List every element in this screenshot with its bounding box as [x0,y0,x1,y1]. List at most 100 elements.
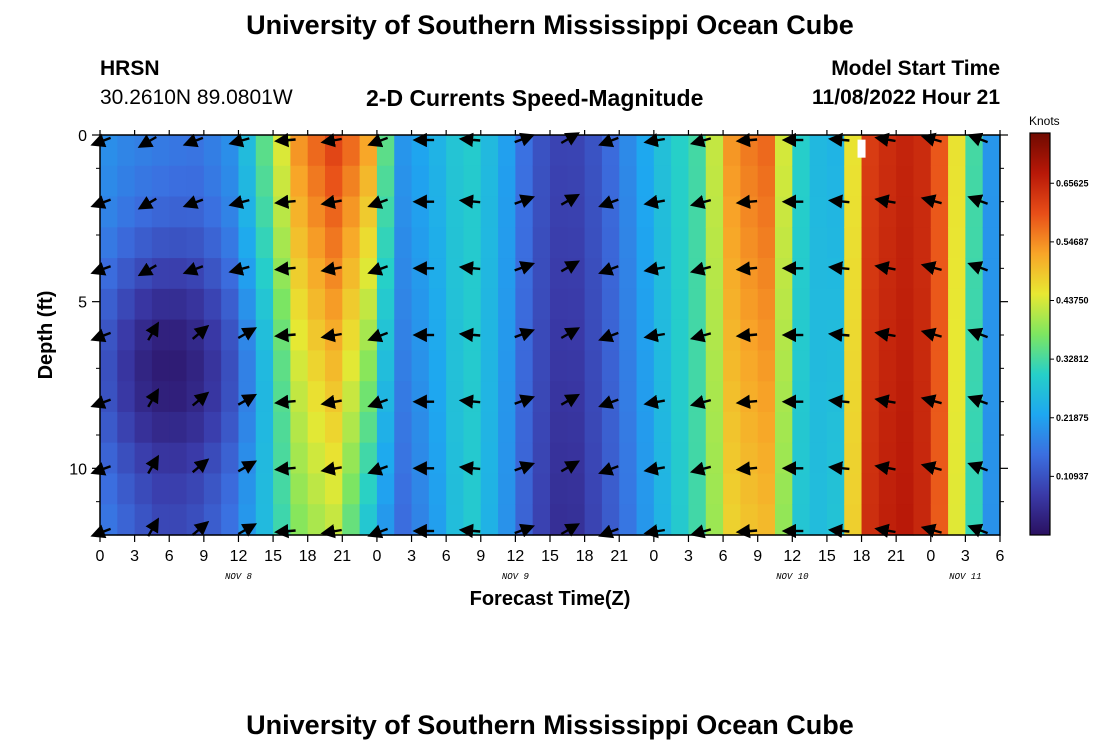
heatmap-cell [532,288,551,321]
heatmap-cell [342,504,361,536]
heatmap-cell [653,381,672,413]
heatmap-cell [740,381,759,413]
heatmap-cell [290,165,309,198]
heatmap-cell [532,196,551,228]
heatmap-cell [238,165,257,198]
current-arrow [735,327,758,343]
date-label: NOV 8 [225,572,253,582]
heatmap-cell [169,473,188,505]
date-label: NOV 11 [949,572,981,582]
heatmap-cell [844,473,863,505]
heatmap-cell [584,135,603,167]
heatmap-cell [948,135,966,167]
current-arrow [560,260,581,274]
heatmap-cell [775,288,793,321]
heatmap-cell [169,350,188,382]
heatmap-cell [446,442,465,475]
heatmap-cell [273,258,291,290]
heatmap-cell [723,165,741,198]
heatmap-cell [221,227,240,259]
heatmap-cell [273,473,291,505]
heatmap-cell [446,319,465,351]
heatmap-cell [325,288,343,321]
heatmap-cell [550,165,568,198]
heatmap-cell [844,411,863,444]
heatmap-cell [636,381,655,413]
heatmap-cell [913,135,932,167]
heatmap-cell [913,227,932,259]
current-arrow [90,461,112,476]
heatmap-cell [619,227,638,259]
heatmap-cell [723,411,741,444]
heatmap-cell [653,288,672,321]
heatmap-cell [255,258,274,290]
heatmap-cell [515,350,534,382]
heatmap-cell [965,288,984,321]
heatmap-cell [896,258,915,290]
x-tick-label: 15 [264,548,282,565]
current-arrow [145,454,159,475]
heatmap-cell [117,258,136,290]
heatmap-cell [688,258,707,290]
heatmap-cell [861,473,880,505]
heatmap-cell [480,504,499,536]
heatmap-cell [117,473,136,505]
x-tick-label: 0 [372,548,381,565]
current-arrow [874,132,896,147]
heatmap-cell [775,196,793,228]
heatmap-cell [567,258,586,290]
heatmap-cell [636,165,655,198]
heatmap-cell [203,227,222,259]
heatmap-cell [826,381,845,413]
x-tick-label: 18 [576,548,594,565]
heatmap-cell [169,504,188,536]
heatmap-cell [273,227,291,259]
heatmap-cell [376,258,395,290]
heatmap-cell [826,258,845,290]
heatmap-cell [100,350,118,382]
heatmap-cell [255,473,274,505]
heatmap-cell [151,350,170,382]
heatmap-cell [117,288,136,321]
heatmap-cell [861,258,880,290]
heatmap-cell [498,411,516,444]
current-arrow [967,523,989,538]
heatmap-cell [584,442,603,475]
axes: 0 3 6 9 12 15 18 21 0 3 6 9 12 15 18 21 0 3 6 9 12 15 18 21 0 3 6 N… [35,128,1008,610]
heatmap-cell [394,319,413,351]
heatmap-cell [584,381,603,413]
heatmap-cell [757,227,776,259]
heatmap-cell [567,350,586,382]
station-name: HRSN [100,57,160,80]
heatmap-cell [550,473,568,505]
heatmap-cell [342,135,361,167]
heatmap-cell [619,473,638,505]
heatmap-cell [394,411,413,444]
x-tick-label: 12 [506,548,524,565]
colorbar-tick-label: 0.21875 [1056,413,1089,423]
heatmap-cell [653,227,672,259]
current-arrow [598,328,619,343]
heatmap-cell [359,381,378,413]
colorbar-tick-label: 0.54687 [1056,237,1089,247]
model-start-label: Model Start Time [831,57,1000,80]
heatmap-cell [775,135,793,167]
heatmap-cell [480,258,499,290]
heatmap-cell [826,350,845,382]
heatmap-cell [948,473,966,505]
heatmap-cell [307,319,326,351]
heatmap-cell [705,165,724,198]
heatmap-cell [930,165,949,198]
current-arrow [689,395,712,409]
heatmap-cell [913,411,932,444]
heatmap-cell [930,350,949,382]
heatmap-cell [203,196,222,228]
x-tick-label: 21 [333,548,351,565]
x-tick-label: 21 [610,548,628,565]
heatmap-cell [428,381,447,413]
heatmap-cell [394,196,413,228]
heatmap-cell [255,504,274,536]
heatmap-cell [255,442,274,475]
current-arrow [560,460,581,474]
current-arrow [920,132,942,147]
